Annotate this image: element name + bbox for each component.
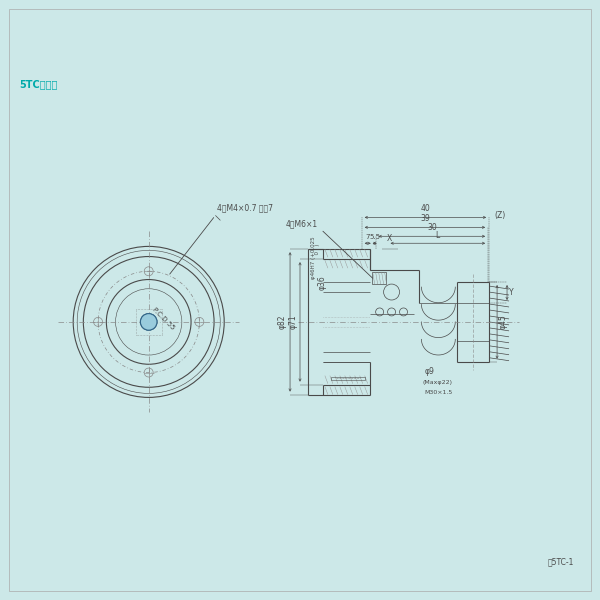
Text: M30×1.5: M30×1.5: [424, 389, 452, 395]
Text: 39: 39: [420, 214, 430, 223]
Text: φ71: φ71: [289, 314, 298, 329]
Text: Y: Y: [509, 287, 514, 296]
Text: 4－M6×1: 4－M6×1: [286, 220, 318, 229]
Text: P.C.D 55: P.C.D 55: [152, 307, 176, 331]
Text: 5.5: 5.5: [369, 234, 380, 240]
Text: 40: 40: [421, 205, 430, 214]
Text: φ36: φ36: [318, 275, 327, 290]
Text: φ82: φ82: [278, 314, 287, 329]
Text: φ45: φ45: [499, 314, 508, 329]
Text: 7: 7: [365, 234, 370, 240]
Text: φ9: φ9: [424, 367, 434, 376]
Text: φ46H7 (+0.025: φ46H7 (+0.025: [311, 236, 316, 279]
Text: L: L: [436, 231, 440, 240]
Text: 30: 30: [427, 223, 437, 232]
Text: (Maxφ22): (Maxφ22): [422, 380, 452, 385]
Text: X: X: [387, 234, 392, 243]
Text: 5TC寸法図: 5TC寸法図: [19, 79, 58, 89]
Text: 4－M4×0.7 深サ7: 4－M4×0.7 深サ7: [217, 203, 274, 212]
Circle shape: [140, 314, 157, 330]
Text: 围5TC-1: 围5TC-1: [547, 558, 574, 567]
Text: 0   ): 0 ): [315, 244, 320, 279]
Bar: [371, 272, 386, 284]
Text: (Z): (Z): [494, 211, 505, 220]
Bar: [331, 377, 365, 380]
